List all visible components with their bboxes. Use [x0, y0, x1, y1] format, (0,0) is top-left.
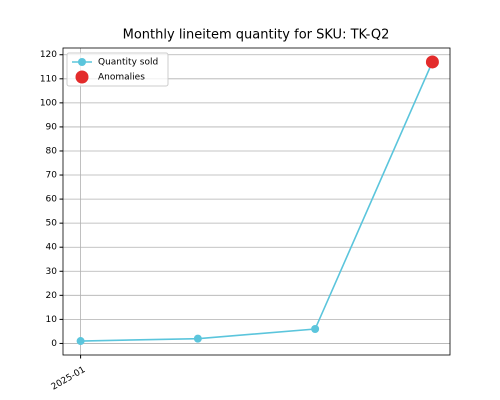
legend: Quantity sold Anomalies — [66, 52, 169, 87]
y-tick-label: 40 — [46, 243, 58, 253]
legend-marker — [78, 58, 86, 66]
y-tick-label: 90 — [46, 122, 58, 132]
point-marker — [76, 337, 85, 346]
y-tick-label: 80 — [46, 146, 58, 156]
y-tick-label: 50 — [46, 219, 58, 229]
point-marker — [311, 325, 320, 334]
legend-box — [66, 52, 169, 87]
series-line — [80, 61, 434, 342]
anomaly-marker — [425, 55, 439, 69]
legend-label: Anomalies — [98, 73, 145, 83]
legend-label: Quantity sold — [98, 58, 158, 68]
y-tick-label: 30 — [46, 267, 58, 277]
point-marker — [193, 334, 202, 343]
y-tick-label: 0 — [51, 339, 57, 349]
chart-title: Monthly lineitem quantity for SKU: TK-Q2 — [123, 28, 390, 43]
y-tick-label: 120 — [40, 50, 57, 60]
plot-frame — [62, 47, 451, 356]
y-tick-label: 10 — [46, 315, 58, 325]
y-tick-label: 20 — [46, 291, 58, 301]
y-tick-label: 110 — [40, 74, 57, 84]
legend-marker — [75, 70, 89, 84]
y-tick-label: 60 — [46, 195, 58, 205]
y-tick-label: 100 — [40, 98, 57, 108]
y-tick-label: 70 — [46, 171, 58, 181]
